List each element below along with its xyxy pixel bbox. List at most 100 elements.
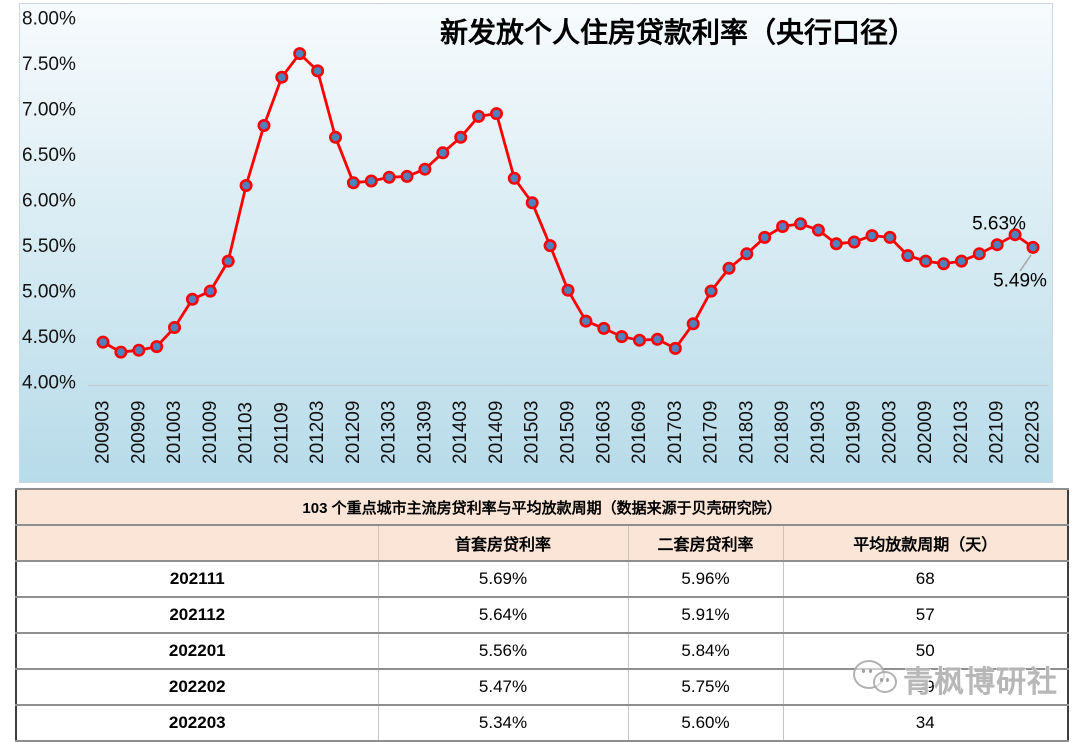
table-cell: 68 <box>782 560 1069 598</box>
data-point-marker <box>364 174 378 188</box>
data-point-marker <box>972 247 986 261</box>
table-title: 103 个重点城市主流房贷利率与平均放款周期（数据来源于贝壳研究院） <box>15 488 1069 526</box>
data-point-marker <box>96 335 110 349</box>
x-axis-label: 201803 <box>736 401 757 464</box>
y-axis-label: 4.00% <box>22 373 76 394</box>
data-point-marker <box>328 130 342 144</box>
data-point-marker <box>919 254 933 268</box>
data-point-marker <box>865 229 879 243</box>
table-cell: 5.60% <box>627 704 784 742</box>
data-point-marker <box>311 64 325 78</box>
data-point-marker <box>615 330 629 344</box>
x-axis-label: 201603 <box>593 401 614 464</box>
table-cell: 202202 <box>15 668 379 706</box>
data-point-marker <box>561 283 575 297</box>
data-point-marker <box>543 239 557 253</box>
data-point-marker <box>114 345 128 359</box>
x-axis-label: 201303 <box>379 401 400 464</box>
x-axis-label: 201809 <box>772 401 793 464</box>
data-point-marker <box>722 261 736 275</box>
y-axis-label: 5.50% <box>22 236 76 257</box>
data-point-marker <box>793 217 807 231</box>
table-row: 202112 5.64% 5.91% 57 <box>15 596 1069 634</box>
watermark: 青枫博研社 <box>851 657 1058 701</box>
y-axis-label: 6.50% <box>22 145 76 166</box>
table-header-row: 首套房贷利率 二套房贷利率 平均放款周期（天） <box>15 524 1069 562</box>
x-axis-label: 201009 <box>200 401 221 464</box>
x-axis-label: 201409 <box>486 401 507 464</box>
table: 103 个重点城市主流房贷利率与平均放款周期（数据来源于贝壳研究院） 首套房贷利… <box>15 488 1070 742</box>
table-row: 202111 5.69% 5.96% 68 <box>15 560 1069 598</box>
table-header-cell <box>15 524 379 562</box>
x-axis-label: 201203 <box>307 401 328 464</box>
table-cell: 50 <box>782 632 1069 670</box>
x-axis-label: 201709 <box>701 401 722 464</box>
data-point-marker <box>597 321 611 335</box>
table-cell: 5.84% <box>627 632 784 670</box>
data-point-marker <box>436 146 450 160</box>
annotation-label-202112: 5.63% <box>972 214 1026 235</box>
x-axis-label: 201509 <box>558 401 579 464</box>
data-point-marker <box>829 237 843 251</box>
data-point-marker <box>257 119 271 133</box>
x-axis-label: 201503 <box>522 401 543 464</box>
x-axis-label: 200909 <box>128 401 149 464</box>
annotation-label-202203: 5.49% <box>993 271 1047 292</box>
annotation-leader-line <box>1019 254 1032 272</box>
table-row: 202201 5.56% 5.84% 50 <box>15 632 1069 670</box>
data-point-marker <box>239 179 253 193</box>
data-point-marker <box>168 320 182 334</box>
data-point-marker <box>954 254 968 268</box>
x-axis-label: 202103 <box>951 401 972 464</box>
x-axis-label: 201103 <box>236 402 257 464</box>
data-point-marker <box>185 292 199 306</box>
data-point-marker <box>847 235 861 249</box>
x-axis-label: 201909 <box>844 401 865 464</box>
data-point-marker <box>740 247 754 261</box>
data-point-marker <box>704 284 718 298</box>
data-point-marker <box>150 340 164 354</box>
y-axis-label: 6.00% <box>22 191 76 212</box>
table-header-cell: 平均放款周期（天） <box>782 524 1069 562</box>
data-point-marker <box>489 107 503 121</box>
mortgage-rate-table: 103 个重点城市主流房贷利率与平均放款周期（数据来源于贝壳研究院） 首套房贷利… <box>15 488 1070 742</box>
data-point-marker <box>650 332 664 346</box>
x-axis-label: 201903 <box>808 401 829 464</box>
table-cell: 57 <box>782 596 1069 634</box>
x-axis-label: 201003 <box>164 401 185 464</box>
data-point-marker <box>221 254 235 268</box>
data-point-marker <box>382 170 396 184</box>
data-point-marker <box>579 314 593 328</box>
table-header-cell: 二套房贷利率 <box>627 524 784 562</box>
data-point-marker <box>686 317 700 331</box>
x-axis-label: 202003 <box>879 401 900 464</box>
data-point-marker <box>507 171 521 185</box>
table-cell: 202112 <box>15 596 379 634</box>
rate-line-chart: 8.00% 7.50% 7.00% 6.50% 6.00% 5.50% 5.00% 4.50%… <box>19 3 1053 483</box>
y-axis-label: 7.50% <box>22 54 76 75</box>
data-point-marker <box>454 130 468 144</box>
data-point-marker <box>418 162 432 176</box>
data-point-marker <box>346 176 360 190</box>
y-axis-label: 7.00% <box>22 100 76 121</box>
table-row: 202202 5.47% 5.75% 39 <box>15 668 1069 706</box>
table-header-cell: 首套房贷利率 <box>377 524 629 562</box>
data-point-marker <box>883 230 897 244</box>
table-cell: 202203 <box>15 704 379 742</box>
data-point-marker <box>811 223 825 237</box>
table-row: 202203 5.34% 5.60% 34 <box>15 704 1069 742</box>
x-axis-label: 202009 <box>915 401 936 464</box>
data-point-marker <box>132 343 146 357</box>
data-point-marker <box>1026 240 1040 254</box>
x-axis-label: 201609 <box>629 401 650 464</box>
x-axis-label: 201403 <box>450 401 471 464</box>
table-cell: 202201 <box>15 632 379 670</box>
table-cell: 5.64% <box>377 596 629 634</box>
table-cell: 5.56% <box>377 632 629 670</box>
x-axis-label: 201209 <box>343 401 364 464</box>
data-point-marker <box>400 169 414 183</box>
table-cell: 5.47% <box>377 668 629 706</box>
x-axis-label: 201109 <box>271 402 292 464</box>
table-cell: 34 <box>782 704 1069 742</box>
y-axis-label: 4.50% <box>22 327 76 348</box>
